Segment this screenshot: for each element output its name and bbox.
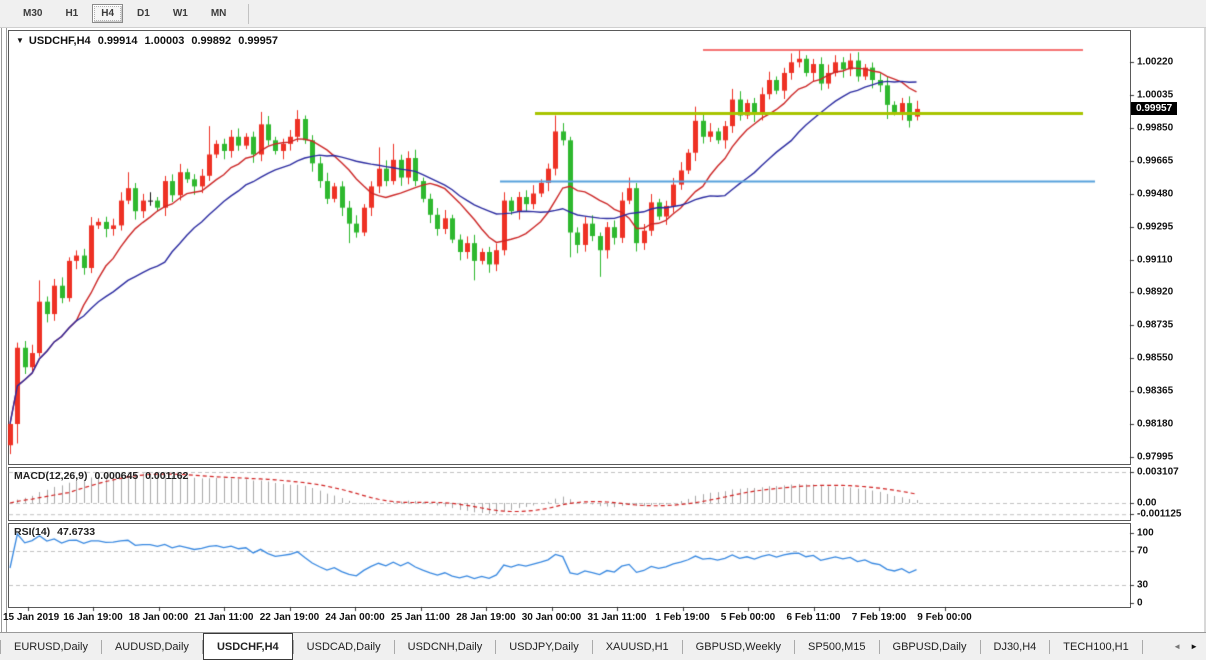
tab-divider <box>393 639 395 654</box>
tab-divider <box>201 639 203 654</box>
price-tick-label: 0.99850 <box>1137 122 1174 134</box>
time-tick-label: 6 Feb 11:00 <box>786 612 841 623</box>
time-tick-label: 28 Jan 19:00 <box>456 612 516 623</box>
rsi-value: 47.6733 <box>57 526 96 538</box>
ohlc-low: 0.99892 <box>191 35 232 47</box>
price-tick-label: 0.98180 <box>1137 418 1174 430</box>
tab-divider <box>878 639 880 654</box>
tab-scroll-arrows: ◄ ► <box>1164 633 1206 660</box>
price-tick-label: 1.00220 <box>1137 56 1174 68</box>
time-tick-label: 9 Feb 00:00 <box>917 612 972 623</box>
chart-tab-sp500-m15[interactable]: SP500,M15 <box>808 640 866 653</box>
tab-divider <box>591 639 593 654</box>
tab-divider <box>979 639 981 654</box>
rsi-tick-label: 70 <box>1137 545 1149 557</box>
time-tick-label: 30 Jan 00:00 <box>521 612 582 623</box>
macd-tick-label: 0.00 <box>1137 497 1157 509</box>
time-tick-label: 16 Jan 19:00 <box>63 612 123 623</box>
time-tick-label: 18 Jan 00:00 <box>128 612 189 623</box>
tab-divider <box>1049 639 1051 654</box>
price-tick-label: 0.98735 <box>1137 319 1174 331</box>
time-tick-label: 21 Jan 11:00 <box>194 612 254 623</box>
chart-tab-xauusd-h1[interactable]: XAUUSD,H1 <box>605 640 669 653</box>
chart-dropdown-icon[interactable]: ▼ <box>16 36 24 45</box>
price-tick-label: 0.99480 <box>1137 188 1174 200</box>
chart-tab-tech100-h1[interactable]: TECH100,H1 <box>1063 640 1129 653</box>
current-price-tag: 0.99957 <box>1131 102 1178 116</box>
time-tick-label: 31 Jan 11:00 <box>587 612 647 623</box>
price-tick-label: 0.97995 <box>1137 451 1174 463</box>
chart-symbol: USDCHF,H4 <box>28 35 91 47</box>
rsi-tick-label: 30 <box>1137 579 1149 591</box>
ohlc-open: 0.99914 <box>97 35 138 47</box>
ohlc-close: 0.99957 <box>238 35 278 47</box>
tab-scroll-left-icon[interactable]: ◄ <box>1173 642 1182 651</box>
price-tick-label: 0.99295 <box>1137 221 1174 233</box>
chart-tab-bar: EURUSD,Daily AUDUSD,Daily USDCHF,H4 USDCAD,… <box>0 632 1206 660</box>
tab-divider <box>794 639 796 654</box>
tab-divider <box>292 639 294 654</box>
chart-title: ▼ USDCHF,H4 0.99914 1.00003 0.99892 0.999… <box>16 35 282 47</box>
macd-name: MACD(12,26,9) <box>14 470 88 482</box>
price-tick-label: 1.00035 <box>1137 89 1174 101</box>
ohlc-high: 1.00003 <box>144 35 185 47</box>
rsi-name: RSI(14) <box>14 526 51 538</box>
price-tick-label: 0.98920 <box>1137 286 1174 298</box>
time-tick-label: 1 Feb 19:00 <box>655 612 710 623</box>
time-tick-label: 7 Feb 19:00 <box>851 612 907 623</box>
macd-indicator-label: MACD(12,26,9) 0.000645 0.001162 <box>14 470 192 482</box>
chart-tab-usdcad-daily[interactable]: USDCAD,Daily <box>306 640 381 653</box>
tab-divider <box>100 639 102 654</box>
macd-value-signal: 0.001162 <box>145 470 189 482</box>
time-tick-label: 25 Jan 11:00 <box>391 612 450 623</box>
chart-tab-audusd-daily[interactable]: AUDUSD,Daily <box>114 640 189 653</box>
chart-tab-usdcnh-daily[interactable]: USDCNH,Daily <box>407 640 483 653</box>
time-tick-label: 22 Jan 19:00 <box>259 612 320 623</box>
tab-divider <box>495 639 497 654</box>
macd-value-main: 0.000645 <box>94 470 139 482</box>
chart-tab-gbpusd-weekly[interactable]: GBPUSD,Weekly <box>695 640 782 653</box>
tab-scroll-right-icon[interactable]: ► <box>1190 642 1198 651</box>
tab-divider <box>681 639 683 654</box>
chart-tab-gbpusd-daily[interactable]: GBPUSD,Daily <box>892 640 967 653</box>
macd-tick-label: -0.001125 <box>1137 508 1182 520</box>
price-tick-label: 0.99665 <box>1137 155 1174 167</box>
tab-divider <box>0 639 1 654</box>
time-tick-label: 24 Jan 00:00 <box>325 612 385 623</box>
chart-tab-eurusd-daily[interactable]: EURUSD,Daily <box>14 640 88 653</box>
time-tick-label: 15 Jan 2019 <box>3 612 60 623</box>
tab-divider <box>1141 639 1143 654</box>
price-tick-label: 0.98365 <box>1137 385 1174 397</box>
rsi-tick-label: 100 <box>1137 527 1154 539</box>
macd-tick-label: 0.003107 <box>1137 466 1179 478</box>
rsi-tick-label: 0 <box>1137 597 1143 609</box>
chart-tab-usdjpy-daily[interactable]: USDJPY,Daily <box>509 640 579 653</box>
rsi-indicator-label: RSI(14) 47.6733 <box>14 526 99 538</box>
chart-tab-dj30-h4[interactable]: DJ30,H4 <box>993 640 1037 653</box>
time-tick-label: 5 Feb 00:00 <box>720 612 776 623</box>
price-tick-label: 0.98550 <box>1137 352 1174 364</box>
chart-tab-usdchf-h4[interactable]: USDCHF,H4 <box>202 633 293 660</box>
price-tick-label: 0.99110 <box>1137 254 1173 266</box>
